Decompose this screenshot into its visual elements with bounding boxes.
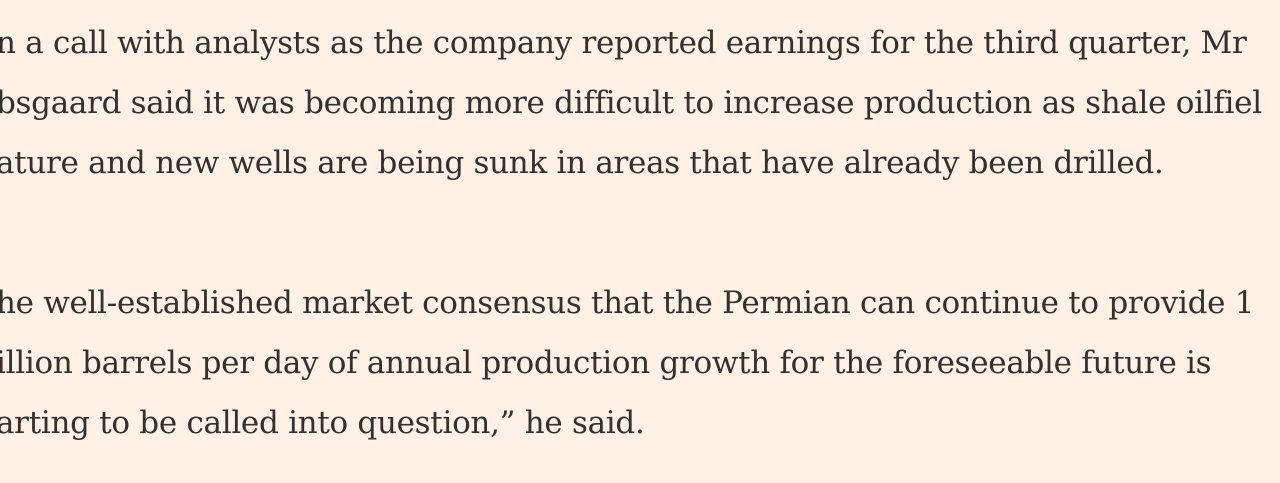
text-line: bsgaard said it was becoming more diffic…: [0, 85, 1262, 121]
text-line: illion barrels per day of annual product…: [0, 345, 1212, 381]
text-line: ature and new wells are being sunk in ar…: [0, 145, 1164, 181]
text-line: he well-established market consensus tha…: [0, 285, 1255, 321]
text-line: n a call with analysts as the company re…: [0, 25, 1247, 61]
article-paragraph: he well-established market consensus tha…: [0, 273, 1254, 453]
article-paragraph: n a call with analysts as the company re…: [0, 13, 1262, 193]
text-line: arting to be called into question,” he s…: [0, 405, 645, 441]
